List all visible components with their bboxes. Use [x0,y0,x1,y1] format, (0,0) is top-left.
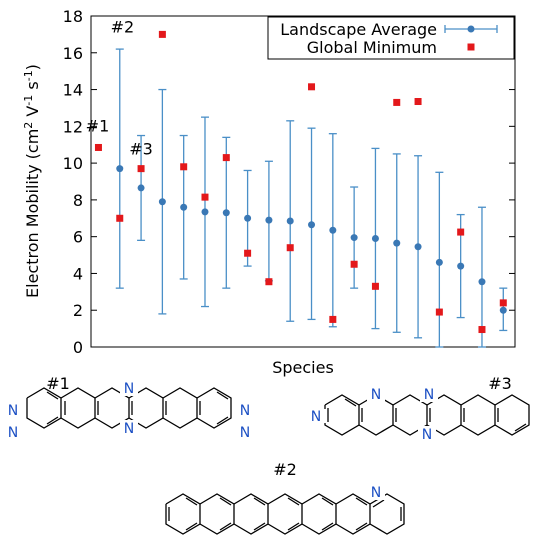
minimum-point [158,30,166,38]
y-tick-label: 10 [63,154,83,173]
average-point [329,226,337,234]
molecule-3: #3 N N N N [308,374,530,443]
average-point [478,278,486,286]
annotation-layer: #1 #2 #3 [86,17,153,158]
legend-label-average: Landscape Average [280,20,437,39]
annotation-label: #2 [111,17,135,36]
molecule-1-skeleton [26,387,232,429]
molecule-3-atom-n4: N [422,427,432,443]
average-point [265,216,273,224]
average-point [180,203,188,211]
y-tick-label: 2 [73,301,83,320]
errorbar-layer [115,48,508,348]
minimum-points-layer [94,30,507,334]
minimum-point [137,165,145,173]
minimum-point [308,83,316,91]
minimum-point [329,315,337,323]
average-point [244,214,252,222]
minimum-point [201,193,209,201]
y-tick-label: 18 [63,7,83,26]
minimum-point [435,308,443,316]
minimum-point [371,282,379,290]
y-tick-label: 0 [73,338,83,357]
annotation-label: #1 [86,116,110,135]
molecule-1: #1 N N N N N N [4,374,254,441]
molecule-2: #2 N [165,460,405,535]
molecule-2-atom-n1: N [371,485,381,501]
molecule-3-skeleton [324,394,530,436]
minimum-point [286,244,294,252]
x-axis-title: Species [272,358,334,377]
legend: Landscape Average Global Minimum [267,16,515,60]
molecule-3-atom-n1: N [311,409,321,425]
y-tick-label: 4 [73,264,83,283]
minimum-point [350,260,358,268]
minimum-point [393,98,401,106]
molecule-1-atom-n6: N [240,425,250,441]
y-tick-label: 14 [63,81,83,100]
average-points-layer [116,165,507,314]
average-point [286,217,294,225]
minimum-point [265,278,273,286]
molecule-1-atom-n5: N [240,403,250,419]
molecule-1-atom-n2: N [124,421,134,437]
average-point [137,184,145,192]
minimum-point [94,143,102,151]
legend-minimum-marker [467,43,475,51]
minimum-point [222,154,230,162]
molecule-1-atom-n1: N [124,381,134,397]
minimum-point [457,228,465,236]
molecule-1-atom-n3: N [8,403,18,419]
molecule-3-atom-n2: N [371,387,381,403]
y-tick-label: 8 [73,191,83,210]
average-point [414,243,422,251]
plot-frame [90,15,516,348]
average-point [158,198,166,206]
molecule-2-skeleton [165,493,405,535]
y-axis-ticks: 0 2 4 6 8 10 12 14 16 18 [63,7,515,357]
average-point [499,306,507,314]
average-point [457,262,465,270]
minimum-point [478,326,486,334]
y-tick-label: 12 [63,117,83,136]
minimum-point [116,214,124,222]
minimum-point [244,249,252,257]
molecule-1-atom-n4: N [8,425,18,441]
average-point [222,209,230,217]
molecule-3-atom-n3: N [424,387,434,403]
chart: 0 2 4 6 8 10 12 14 16 18 #1 #2 #3 Electron Mobility… [22,7,516,377]
average-point [116,165,124,173]
y-tick-label: 16 [63,44,83,63]
average-point [435,258,443,266]
molecule-2-label: #2 [273,460,297,479]
y-tick-label: 6 [73,228,83,247]
average-point [393,239,401,247]
legend-average-marker [467,25,475,33]
molecule-3-label: #3 [488,374,512,393]
legend-label-minimum: Global Minimum [307,38,437,57]
molecule-1-label: #1 [46,374,70,393]
minimum-point [499,299,507,307]
average-point [308,221,316,229]
annotation-label: #3 [129,140,153,159]
minimum-point [180,163,188,171]
average-point [350,234,358,242]
average-point [201,208,209,216]
legend-box [267,16,515,60]
minimum-point [414,98,422,106]
average-point [371,235,379,243]
y-axis-title: Electron Mobility (cm2 V-1 s-1) [22,64,42,298]
